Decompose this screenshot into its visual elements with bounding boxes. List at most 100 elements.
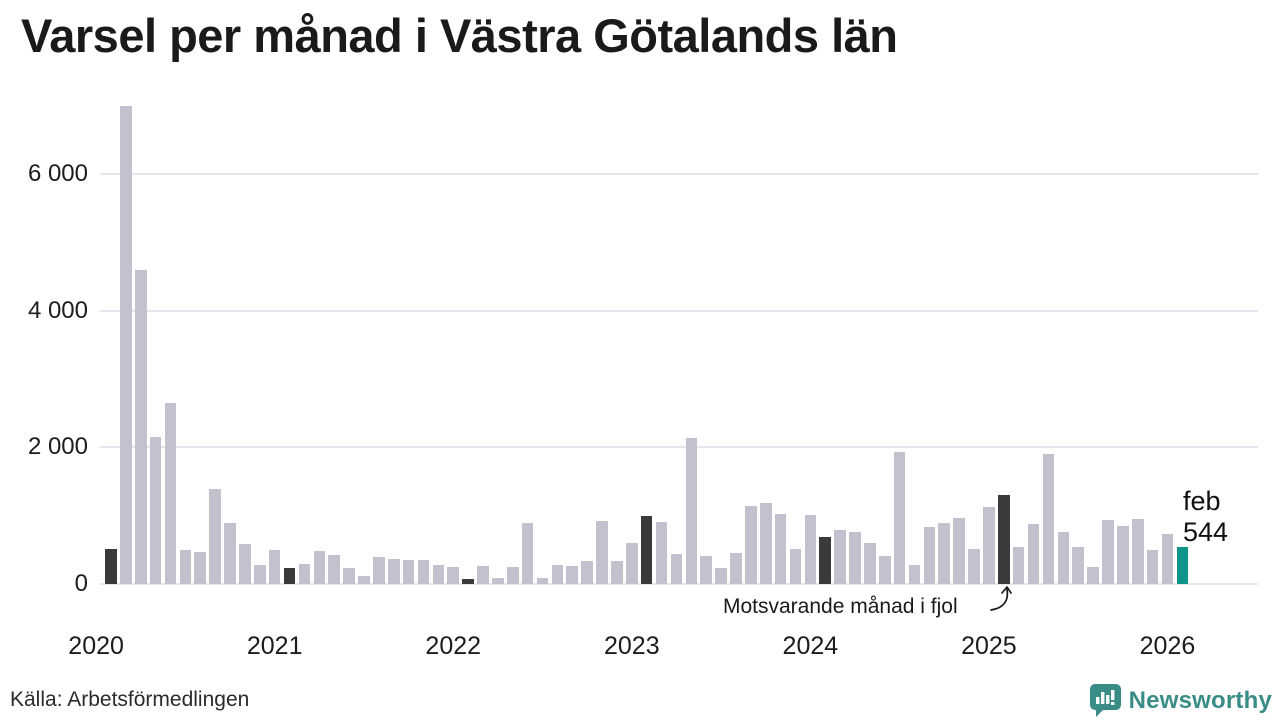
bar-latest-month bbox=[1176, 546, 1189, 584]
bar bbox=[1102, 519, 1114, 584]
newsworthy-logo-text: Newsworthy bbox=[1128, 686, 1272, 714]
bar bbox=[1161, 534, 1174, 584]
bar bbox=[596, 520, 608, 584]
x-axis-label: 2022 bbox=[425, 632, 482, 660]
bar bbox=[626, 542, 638, 584]
bar bbox=[387, 559, 400, 584]
bar bbox=[685, 437, 698, 584]
bar bbox=[134, 269, 147, 584]
bar bbox=[834, 530, 846, 584]
annotation-arrow-icon bbox=[990, 586, 1012, 611]
annotation-previous-february: Motsvarande månad i fjol bbox=[723, 595, 958, 618]
bar bbox=[715, 568, 727, 584]
bar bbox=[1087, 566, 1099, 584]
bar bbox=[581, 560, 593, 584]
gridline bbox=[100, 446, 1258, 449]
bar bbox=[343, 567, 355, 584]
bar bbox=[745, 505, 757, 584]
bar bbox=[1042, 453, 1055, 584]
bar bbox=[120, 105, 132, 584]
bar bbox=[149, 437, 162, 584]
bar-previous-february bbox=[640, 516, 653, 584]
bar bbox=[224, 522, 236, 584]
bar bbox=[521, 523, 534, 584]
bar bbox=[938, 523, 951, 584]
bar bbox=[1146, 549, 1159, 584]
y-axis-label: 2 000 bbox=[27, 433, 88, 461]
x-axis-label: 2026 bbox=[1139, 632, 1196, 660]
bar bbox=[268, 549, 281, 584]
bar bbox=[447, 566, 460, 584]
bar bbox=[1072, 546, 1084, 584]
bar bbox=[1057, 532, 1070, 584]
bar bbox=[923, 527, 936, 584]
bar bbox=[417, 560, 430, 584]
bar bbox=[358, 575, 370, 584]
bar bbox=[313, 551, 326, 584]
bar bbox=[789, 549, 802, 584]
bar bbox=[432, 564, 445, 584]
bar bbox=[566, 565, 579, 584]
page-title: Varsel per månad i Västra Götalands län bbox=[21, 9, 898, 62]
gridline bbox=[100, 583, 1258, 585]
newsworthy-logo: Newsworthy bbox=[1089, 683, 1272, 718]
bar bbox=[506, 566, 519, 584]
bar bbox=[254, 564, 266, 584]
bar bbox=[1012, 547, 1025, 584]
bar bbox=[759, 503, 772, 584]
bar-previous-february bbox=[462, 579, 474, 584]
bar bbox=[402, 560, 415, 584]
bar bbox=[328, 555, 340, 584]
bar-previous-february bbox=[283, 567, 296, 584]
bar bbox=[209, 489, 221, 584]
bar bbox=[611, 560, 623, 584]
x-axis-label: 2021 bbox=[246, 632, 303, 660]
bar-previous-february bbox=[105, 549, 117, 584]
x-axis-label: 2025 bbox=[961, 632, 1017, 660]
bar bbox=[492, 578, 504, 584]
bar bbox=[239, 544, 251, 584]
y-axis-label: 0 bbox=[74, 570, 88, 597]
bar bbox=[536, 578, 549, 584]
source-caption: Källa: Arbetsförmedlingen bbox=[10, 688, 250, 711]
x-axis-label: 2024 bbox=[782, 632, 839, 660]
newsworthy-logo-icon bbox=[1089, 684, 1121, 717]
bar bbox=[700, 555, 712, 584]
bar-previous-february bbox=[819, 537, 832, 584]
bar bbox=[670, 554, 683, 584]
bar-previous-february bbox=[998, 495, 1010, 584]
y-axis-label: 4 000 bbox=[27, 296, 88, 324]
bar bbox=[730, 553, 742, 584]
x-axis-label: 2020 bbox=[68, 632, 124, 660]
bar bbox=[849, 532, 861, 584]
bar bbox=[477, 565, 489, 584]
latest-value-label: feb 544 bbox=[1183, 486, 1228, 548]
bar bbox=[194, 552, 207, 584]
bar bbox=[983, 506, 995, 584]
bar bbox=[551, 564, 564, 584]
bar bbox=[1027, 524, 1040, 584]
bar bbox=[1117, 525, 1129, 584]
bar bbox=[774, 513, 787, 584]
gridline bbox=[100, 173, 1258, 176]
bar bbox=[373, 556, 385, 584]
latest-month: feb bbox=[1183, 486, 1221, 516]
y-axis-label: 6 000 bbox=[27, 160, 88, 188]
bar bbox=[968, 548, 980, 584]
bar bbox=[878, 555, 891, 584]
bar bbox=[655, 521, 668, 584]
bar bbox=[953, 518, 965, 584]
bar bbox=[864, 543, 876, 584]
bar bbox=[179, 549, 192, 584]
bar bbox=[893, 452, 906, 584]
gridline bbox=[100, 309, 1258, 312]
bar bbox=[164, 403, 177, 584]
bar bbox=[908, 564, 921, 584]
bar bbox=[804, 515, 817, 584]
bar bbox=[298, 563, 311, 584]
x-axis-label: 2023 bbox=[603, 632, 660, 660]
latest-value: 544 bbox=[1183, 517, 1229, 547]
bar bbox=[1131, 519, 1144, 584]
